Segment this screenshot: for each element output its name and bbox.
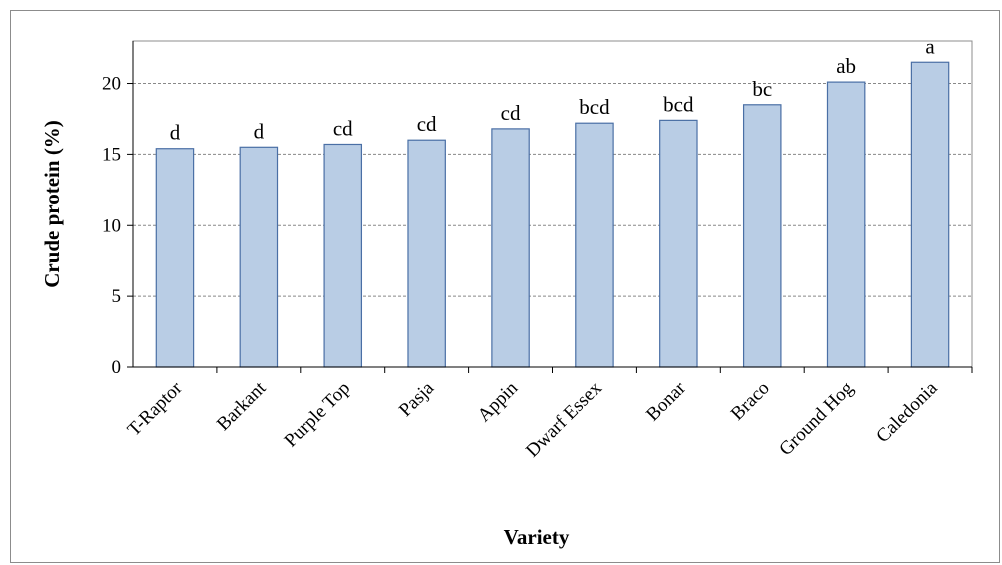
category-label: T-Raptor xyxy=(124,377,187,440)
category-label: Braco xyxy=(727,378,774,425)
data-label: bc xyxy=(752,77,772,101)
bar xyxy=(407,139,446,368)
data-label: bcd xyxy=(579,95,610,119)
data-label: cd xyxy=(501,101,521,125)
y-axis-title: Crude protein (%) xyxy=(40,120,64,288)
bar xyxy=(826,81,866,368)
category-label: Ground Hog xyxy=(775,377,858,460)
x-axis-title: Variety xyxy=(504,525,570,549)
data-label: cd xyxy=(333,116,353,140)
bar xyxy=(239,146,279,368)
bar xyxy=(910,61,950,368)
y-tick-label: 10 xyxy=(102,215,121,236)
category-label: Appin xyxy=(474,377,523,426)
y-tick-label: 15 xyxy=(102,144,121,165)
bars xyxy=(155,61,950,368)
bar-chart: 0 5 10 15 20 d T-Raptor d Barkant cd Purple Top cd P… xyxy=(40,34,973,549)
data-label: ab xyxy=(836,54,856,78)
bar xyxy=(742,104,782,368)
category-label: Dwarf Essex xyxy=(522,377,606,461)
y-tick-label: 20 xyxy=(102,74,121,95)
bar xyxy=(659,119,698,368)
data-label: d xyxy=(170,121,181,145)
y-tick-label: 0 xyxy=(112,357,122,378)
data-label: bcd xyxy=(663,92,694,116)
data-label: d xyxy=(254,119,265,143)
category-label: Bonar xyxy=(642,377,690,425)
data-label: cd xyxy=(417,112,437,136)
bar xyxy=(575,122,614,368)
bar xyxy=(323,143,363,368)
axes xyxy=(127,40,973,373)
category-label: Caledonia xyxy=(872,377,942,447)
data-label: a xyxy=(925,34,935,58)
category-label: Barkant xyxy=(213,377,271,435)
category-label: Purple Top xyxy=(281,378,355,452)
chart-frame: 0 5 10 15 20 d T-Raptor d Barkant cd Purple Top cd P… xyxy=(10,10,1000,563)
bar xyxy=(491,128,530,368)
category-label: Pasja xyxy=(395,377,439,421)
y-tick-label: 5 xyxy=(112,286,122,307)
bar xyxy=(155,148,195,368)
